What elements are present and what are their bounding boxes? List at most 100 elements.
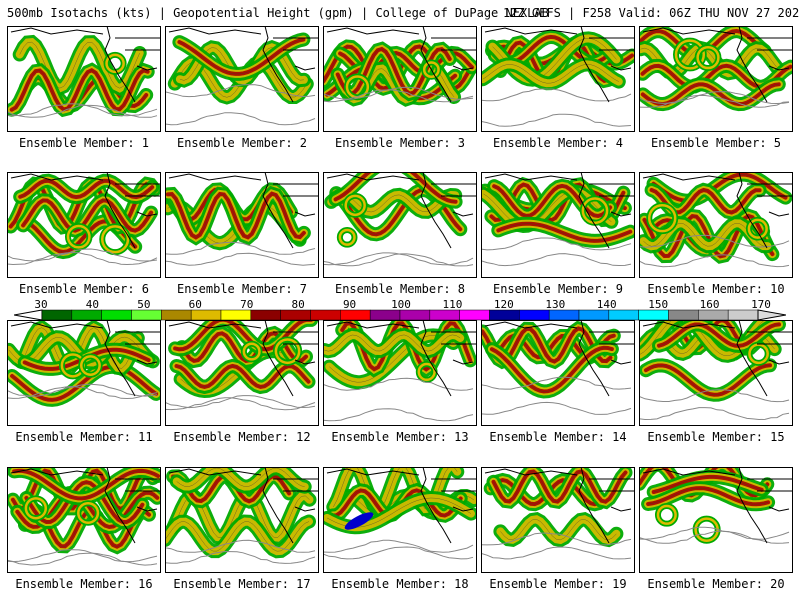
colorbar-swatch (161, 309, 192, 321)
colorbar-swatch (668, 309, 699, 321)
isotach-map (481, 320, 635, 426)
colorbar-swatch (548, 309, 580, 321)
colorbar-tick-label: 30 (34, 298, 48, 311)
isotach-map (323, 172, 477, 278)
ensemble-panel-6 (7, 172, 161, 278)
colorbar-tick-label: 110 (442, 298, 463, 311)
isotach-map (7, 320, 161, 426)
colorbar-tick-label: 50 (137, 298, 151, 311)
ensemble-panel-1 (7, 26, 161, 132)
isotach-map (481, 26, 635, 132)
isotach-map (481, 467, 635, 573)
colorbar-tick-label: 120 (493, 298, 514, 311)
ensemble-member-label: Ensemble Member: 17 (173, 577, 311, 591)
colorbar-swatch (280, 309, 311, 321)
isotach-map (323, 467, 477, 573)
colorbar-tick-label: 160 (699, 298, 720, 311)
colorbar: 30 40 50 60 70 80 90 100 110 120 130 140 150 160 170 (14, 298, 786, 321)
isotach-map (7, 172, 161, 278)
colorbar-swatch (429, 309, 460, 321)
ensemble-panel-4 (481, 26, 635, 132)
colorbar-tick-label: 130 (545, 298, 566, 311)
isotach-map (481, 172, 635, 278)
ensemble-member-label: Ensemble Member: 19 (489, 577, 627, 591)
ensemble-member-label: Ensemble Member: 18 (331, 577, 469, 591)
ensemble-member-label: Ensemble Member: 9 (492, 282, 624, 296)
isotach-map (165, 172, 319, 278)
map-title: 500mb Isotachs (kts) | Geopotential Heig… (7, 6, 549, 20)
colorbar-bar (14, 309, 786, 321)
colorbar-swatch (71, 309, 102, 321)
colorbar-swatch (608, 309, 639, 321)
isotach-map (639, 172, 793, 278)
ensemble-panel-7 (165, 172, 319, 278)
colorbar-tick-label: 90 (342, 298, 357, 311)
ensemble-member-label: Ensemble Member: 20 (647, 577, 785, 591)
run-valid-time: 12Z GEFS | F258 Valid: 06Z THU NOV 27 20… (503, 6, 800, 20)
colorbar-swatch (489, 309, 520, 321)
isotach-map (165, 26, 319, 132)
ensemble-panel-11 (7, 320, 161, 426)
colorbar-tick-label: 60 (188, 298, 202, 311)
ensemble-member-label: Ensemble Member: 16 (15, 577, 153, 591)
isotach-map (323, 26, 477, 132)
ensemble-panel-20 (639, 467, 793, 573)
colorbar-swatch (220, 309, 252, 321)
ensemble-panel-14 (481, 320, 635, 426)
colorbar-swatch (310, 309, 341, 321)
colorbar-swatch (101, 309, 132, 321)
colorbar-tick-label: 100 (391, 298, 411, 311)
colorbar-swatch (190, 309, 222, 321)
ensemble-panel-9 (481, 172, 635, 278)
colorbar-max-arrow (757, 309, 786, 321)
ensemble-panel-10 (639, 172, 793, 278)
colorbar-min-arrow (14, 309, 43, 321)
ensemble-panel-3 (323, 26, 477, 132)
colorbar-tick-label: 140 (596, 298, 617, 311)
isotach-map (7, 26, 161, 132)
colorbar-swatch (727, 309, 759, 321)
isotach-map (639, 26, 793, 132)
colorbar-tick-label: 80 (291, 298, 305, 311)
ensemble-member-label: Ensemble Member: 13 (331, 430, 469, 444)
colorbar-swatch (459, 309, 490, 321)
ensemble-panel-17 (165, 467, 319, 573)
ensemble-member-label: Ensemble Member: 6 (18, 282, 150, 296)
ensemble-panel-13 (323, 320, 477, 426)
colorbar-swatch (131, 309, 162, 321)
colorbar-swatch (638, 309, 669, 321)
colorbar-tick-label: 170 (751, 298, 771, 311)
isotach-map (639, 467, 793, 573)
isotach-map (165, 320, 319, 426)
ensemble-member-label: Ensemble Member: 7 (176, 282, 308, 296)
isotach-map (165, 467, 319, 573)
colorbar-swatch (399, 309, 431, 321)
ensemble-panel-19 (481, 467, 635, 573)
colorbar-swatch (519, 309, 550, 321)
ensemble-panel-12 (165, 320, 319, 426)
ensemble-member-label: Ensemble Member: 2 (176, 136, 308, 150)
colorbar-swatch (698, 309, 729, 321)
colorbar-swatch (578, 309, 610, 321)
isotach-map (639, 320, 793, 426)
ensemble-member-label: Ensemble Member: 5 (650, 136, 782, 150)
colorbar-swatch (41, 309, 73, 321)
ensemble-member-label: Ensemble Member: 15 (647, 430, 785, 444)
ensemble-panel-2 (165, 26, 319, 132)
isotach-map (323, 320, 477, 426)
ensemble-member-label: Ensemble Member: 1 (18, 136, 150, 150)
ensemble-panel-15 (639, 320, 793, 426)
ensemble-panel-5 (639, 26, 793, 132)
ensemble-member-label: Ensemble Member: 8 (334, 282, 466, 296)
ensemble-member-label: Ensemble Member: 11 (15, 430, 153, 444)
colorbar-swatch (369, 309, 401, 321)
colorbar-tick-label: 150 (648, 298, 669, 311)
colorbar-swatch (340, 309, 371, 321)
ensemble-member-label: Ensemble Member: 4 (492, 136, 624, 150)
ensemble-panel-8 (323, 172, 477, 278)
ensemble-member-label: Ensemble Member: 14 (489, 430, 627, 444)
isotach-map (7, 467, 161, 573)
ensemble-member-label: Ensemble Member: 12 (173, 430, 311, 444)
ensemble-member-label: Ensemble Member: 10 (647, 282, 785, 296)
ensemble-panel-16 (7, 467, 161, 573)
